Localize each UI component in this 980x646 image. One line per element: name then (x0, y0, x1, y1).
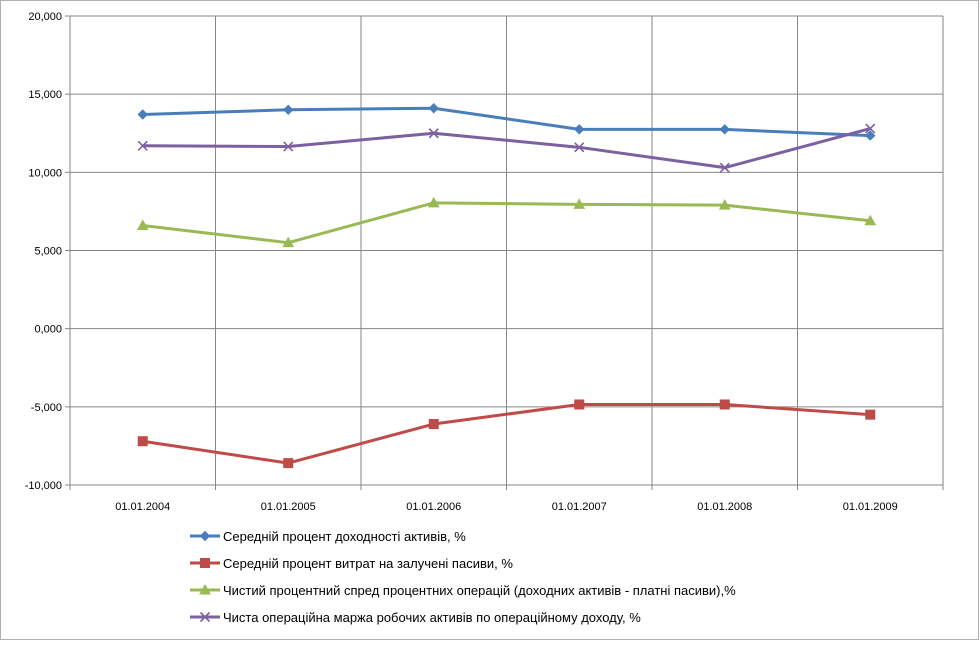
series-group (136, 103, 877, 469)
legend-label: Чиста операційна маржа робочих активів п… (223, 610, 641, 625)
legend-entry: Чиста операційна маржа робочих активів п… (190, 610, 641, 625)
x-tick-label: 01.01.2004 (115, 501, 170, 513)
y-tick-label: 10,000 (28, 167, 62, 179)
data-point (428, 103, 439, 114)
series-4 (137, 123, 876, 173)
x-tick-label: 01.01.2008 (697, 501, 752, 513)
data-point (574, 124, 585, 135)
data-point (427, 196, 440, 208)
data-point (864, 214, 877, 226)
grid-lines (69, 15, 944, 486)
legend-label: Чистий процентний спред процентних опера… (223, 583, 736, 598)
data-point (283, 141, 294, 152)
x-tick-label: 01.01.2006 (406, 501, 461, 513)
series-line (142, 127, 871, 170)
data-point (719, 124, 730, 135)
legend-marker (199, 530, 211, 542)
data-point (137, 140, 148, 151)
y-tick-label: 15,000 (28, 89, 62, 101)
data-point (283, 104, 294, 116)
data-point (865, 409, 876, 420)
legend-marker (199, 611, 211, 623)
axes: -10,000 -5,000 0,000 5,000 10,000 15,000 20,00… (25, 11, 944, 513)
data-point (282, 236, 295, 248)
y-tick-label: 0,000 (34, 324, 62, 336)
series-line (142, 106, 871, 138)
data-point (428, 419, 439, 430)
series-1 (137, 103, 876, 141)
series-line (142, 201, 871, 245)
data-point (137, 436, 148, 447)
data-point (137, 109, 148, 120)
data-point (573, 198, 586, 209)
data-point (718, 199, 731, 210)
y-tick-label: 20,000 (28, 11, 62, 23)
legend: Середній процент доходності активів, % Се… (190, 529, 736, 625)
data-point (719, 162, 730, 173)
x-tick-label: 01.01.2005 (261, 501, 316, 513)
data-point (865, 123, 876, 134)
legend-marker (200, 558, 210, 568)
series-line (142, 402, 871, 465)
legend-label: Середній процент доходності активів, % (223, 529, 466, 544)
data-point (428, 128, 439, 139)
y-tick-label: 5,000 (34, 246, 62, 258)
legend-entry: Чистий процентний спред процентних опера… (190, 583, 736, 598)
legend-label: Середній процент витрат на залучені паси… (223, 556, 513, 571)
data-point (574, 399, 585, 410)
y-tick-label: -5,000 (31, 402, 62, 414)
x-tick-label: 01.01.2007 (552, 501, 607, 513)
legend-entry: Середній процент доходності активів, % (190, 529, 466, 544)
series-2 (137, 399, 876, 469)
data-point (136, 219, 149, 230)
data-point (574, 142, 585, 153)
series-3 (136, 196, 877, 248)
data-point (283, 458, 294, 469)
legend-entry: Середній процент витрат на залучені паси… (190, 556, 513, 571)
legend-marker (199, 583, 211, 595)
data-point (865, 130, 876, 141)
data-point (719, 399, 730, 410)
x-tick-label: 01.01.2009 (843, 501, 898, 513)
y-tick-label: -10,000 (25, 480, 62, 492)
